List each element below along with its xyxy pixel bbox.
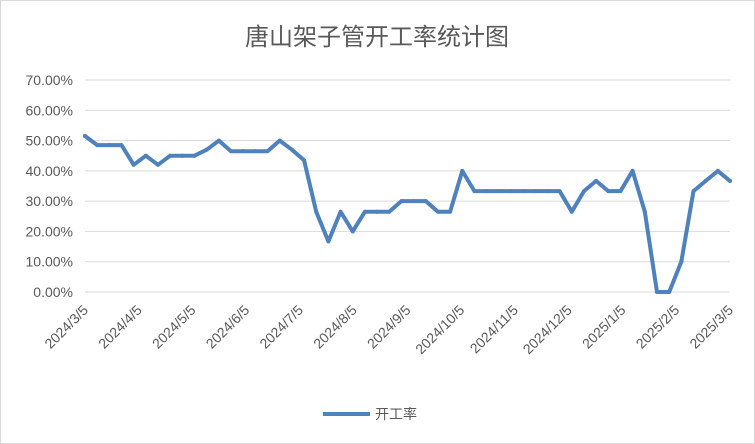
x-tick-label: 2024/3/5 (41, 302, 91, 352)
data-point (143, 153, 148, 158)
data-point (728, 178, 732, 183)
data-point (83, 134, 87, 139)
x-tick-label: 2024/10/5 (412, 302, 468, 358)
data-point (314, 209, 319, 214)
data-point (411, 199, 416, 204)
x-axis-ticks: 2024/3/5 2024/4/5 2024/5/5 2024/6/5 2024/7/5… (41, 302, 736, 358)
data-point (375, 209, 380, 214)
x-tick-label: 2024/6/5 (203, 302, 253, 352)
data-point (119, 143, 124, 148)
x-tick-label: 2025/1/5 (579, 302, 629, 352)
data-point (253, 149, 258, 154)
grid-lines (85, 79, 730, 293)
y-axis-ticks: 0.00% 10.00% 20.00% 30.00% 40.00% 50.00% 60.00… (26, 72, 73, 300)
data-point (545, 189, 550, 194)
data-point (326, 239, 331, 244)
data-point (460, 168, 465, 173)
x-tick-label: 2024/5/5 (149, 302, 199, 352)
data-point (606, 189, 611, 194)
data-point (521, 189, 526, 194)
chart-title: 唐山架子管开工率统计图 (245, 23, 509, 51)
data-point (642, 209, 647, 214)
data-point (594, 178, 599, 183)
legend: 开工率 (323, 406, 417, 423)
data-point (715, 168, 720, 173)
data-point (435, 209, 440, 214)
data-point (581, 189, 586, 194)
x-tick-label: 2024/7/5 (256, 302, 306, 352)
data-point (277, 138, 282, 143)
y-tick-label: 10.00% (26, 254, 73, 270)
y-tick-label: 50.00% (26, 133, 73, 149)
data-point (703, 178, 708, 183)
x-tick-label: 2024/9/5 (364, 302, 414, 352)
series-layer (83, 134, 732, 294)
data-point (338, 209, 343, 214)
data-point (216, 138, 221, 143)
data-point (654, 290, 659, 294)
data-point (630, 168, 635, 173)
x-tick-label: 2024/8/5 (310, 302, 360, 352)
x-tick-label: 2025/3/5 (686, 302, 736, 352)
data-point (180, 153, 185, 158)
data-point (569, 209, 574, 214)
data-point (667, 290, 672, 294)
data-point (241, 149, 246, 154)
data-point (387, 209, 392, 214)
data-point (508, 189, 513, 194)
data-point (204, 147, 209, 152)
x-tick-label: 2025/2/5 (633, 302, 683, 352)
y-tick-label: 20.00% (26, 223, 73, 239)
data-point (265, 149, 270, 154)
data-point (362, 209, 367, 214)
data-point (107, 143, 112, 148)
x-tick-label: 2024/11/5 (466, 302, 521, 357)
x-tick-label: 2024/12/5 (520, 302, 576, 358)
data-point (679, 259, 684, 264)
data-point (131, 162, 136, 167)
data-point (448, 209, 453, 214)
data-point (192, 153, 197, 158)
data-point (302, 158, 307, 163)
y-tick-label: 70.00% (26, 72, 73, 88)
data-point (229, 149, 234, 154)
y-tick-label: 30.00% (26, 193, 73, 209)
legend-label: 开工率 (375, 406, 417, 423)
data-point (168, 153, 173, 158)
y-tick-label: 60.00% (26, 102, 73, 118)
data-point (423, 199, 428, 204)
series-line-kaigonglv (83, 134, 732, 294)
data-point (472, 189, 477, 194)
y-tick-label: 40.00% (26, 163, 73, 179)
data-point (156, 162, 161, 167)
data-point (618, 189, 623, 194)
data-point (484, 189, 489, 194)
data-point (557, 189, 562, 194)
data-point (95, 143, 100, 148)
data-point (691, 189, 696, 194)
y-tick-label: 0.00% (33, 284, 73, 300)
x-tick-label: 2024/4/5 (95, 302, 145, 352)
data-point (496, 189, 501, 194)
data-point (350, 229, 355, 234)
data-point (289, 147, 294, 152)
data-point (533, 189, 538, 194)
data-point (399, 199, 404, 204)
